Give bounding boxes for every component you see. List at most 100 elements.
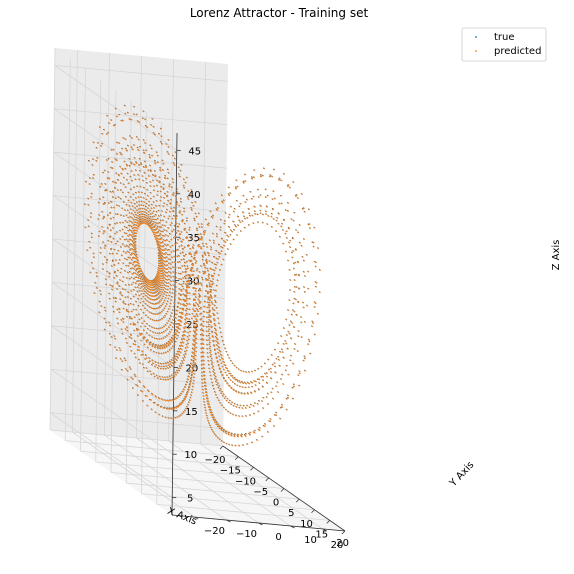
point-predicted bbox=[166, 275, 169, 278]
point-predicted bbox=[127, 191, 130, 194]
point-predicted bbox=[144, 298, 147, 300]
point-predicted bbox=[163, 263, 165, 265]
point-predicted bbox=[179, 328, 181, 330]
point-predicted bbox=[172, 339, 175, 341]
point-predicted bbox=[119, 292, 122, 295]
point-predicted bbox=[129, 278, 131, 280]
point-predicted bbox=[139, 158, 141, 160]
point-predicted bbox=[148, 286, 151, 288]
point-predicted bbox=[151, 224, 154, 226]
point-predicted bbox=[308, 208, 310, 211]
point-predicted bbox=[96, 275, 99, 278]
point-predicted bbox=[165, 268, 168, 271]
point-predicted bbox=[144, 307, 147, 310]
point-predicted bbox=[98, 214, 101, 216]
series-predicted bbox=[84, 105, 321, 447]
point-predicted bbox=[176, 215, 178, 217]
point-predicted bbox=[149, 370, 152, 373]
point-predicted bbox=[138, 275, 141, 277]
point-predicted bbox=[100, 293, 102, 296]
point-predicted bbox=[159, 290, 162, 293]
point-predicted bbox=[164, 347, 166, 349]
point-predicted bbox=[135, 192, 138, 194]
point-predicted bbox=[179, 312, 181, 314]
point-predicted bbox=[166, 239, 169, 241]
point-predicted bbox=[128, 205, 131, 207]
point-predicted bbox=[156, 237, 159, 240]
point-predicted bbox=[133, 272, 135, 274]
point-predicted bbox=[134, 245, 136, 247]
point-predicted bbox=[162, 282, 165, 284]
point-predicted bbox=[150, 286, 152, 289]
grid-z-back bbox=[54, 65, 178, 151]
point-predicted bbox=[182, 239, 185, 241]
z-tick-label: 25 bbox=[186, 320, 199, 331]
point-predicted bbox=[133, 289, 135, 291]
point-predicted bbox=[156, 194, 159, 197]
point-predicted bbox=[180, 201, 183, 203]
point-predicted bbox=[128, 225, 130, 227]
point-predicted bbox=[319, 269, 321, 271]
point-predicted bbox=[267, 431, 270, 433]
point-predicted bbox=[142, 210, 145, 213]
point-predicted bbox=[126, 204, 128, 206]
point-predicted bbox=[141, 322, 144, 325]
point-predicted bbox=[138, 313, 141, 316]
point-predicted bbox=[138, 226, 140, 228]
point-predicted bbox=[139, 280, 142, 282]
point-predicted bbox=[163, 266, 165, 268]
point-predicted bbox=[174, 371, 177, 374]
point-predicted bbox=[126, 238, 128, 241]
point-predicted bbox=[181, 348, 183, 351]
point-predicted bbox=[141, 293, 143, 296]
point-predicted bbox=[134, 286, 137, 289]
point-predicted bbox=[151, 212, 154, 215]
point-predicted bbox=[140, 326, 142, 328]
point-predicted bbox=[127, 235, 130, 237]
point-predicted bbox=[173, 316, 176, 319]
point-predicted bbox=[146, 279, 148, 282]
point-predicted bbox=[169, 318, 171, 320]
point-predicted bbox=[131, 170, 133, 172]
point-predicted bbox=[140, 221, 142, 223]
point-predicted bbox=[235, 179, 238, 182]
point-predicted bbox=[140, 223, 142, 226]
point-predicted bbox=[166, 346, 168, 348]
point-predicted bbox=[133, 214, 135, 216]
point-predicted bbox=[202, 385, 204, 388]
point-predicted bbox=[153, 350, 155, 353]
point-predicted bbox=[188, 229, 191, 231]
x-tick-mark bbox=[295, 498, 300, 503]
point-predicted bbox=[118, 205, 121, 207]
point-predicted bbox=[144, 160, 147, 163]
point-predicted bbox=[183, 293, 185, 296]
point-predicted bbox=[177, 335, 180, 337]
point-predicted bbox=[136, 253, 138, 256]
grid-y-floor bbox=[72, 431, 195, 518]
point-predicted bbox=[136, 314, 138, 316]
point-predicted bbox=[134, 250, 136, 253]
point-predicted bbox=[178, 278, 181, 280]
point-predicted bbox=[160, 319, 162, 321]
point-predicted bbox=[161, 326, 164, 329]
grid-z-left bbox=[54, 108, 228, 126]
point-predicted bbox=[135, 294, 138, 296]
point-predicted bbox=[198, 233, 200, 236]
point-predicted bbox=[179, 324, 181, 327]
point-predicted bbox=[165, 305, 167, 308]
point-predicted bbox=[115, 172, 118, 175]
point-predicted bbox=[156, 328, 158, 330]
point-predicted bbox=[108, 202, 110, 205]
point-predicted bbox=[163, 253, 165, 256]
point-predicted bbox=[161, 261, 164, 263]
point-predicted bbox=[178, 293, 181, 295]
point-predicted bbox=[144, 214, 146, 216]
point-predicted bbox=[164, 253, 167, 255]
point-predicted bbox=[148, 214, 150, 216]
point-predicted bbox=[180, 324, 182, 327]
point-predicted bbox=[178, 316, 181, 318]
point-predicted bbox=[287, 185, 289, 188]
point-predicted bbox=[148, 279, 151, 282]
point-predicted bbox=[116, 318, 119, 320]
point-predicted bbox=[169, 366, 172, 369]
